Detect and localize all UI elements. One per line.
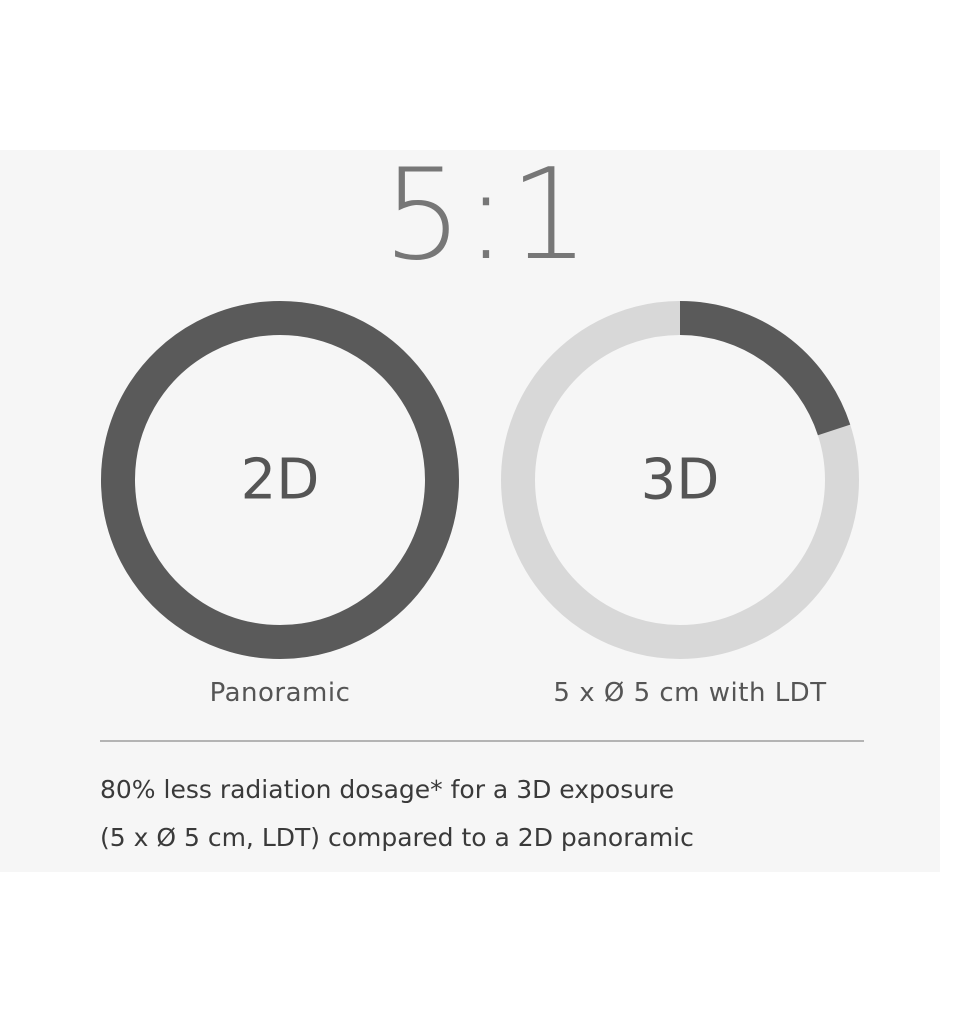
footnote-line-1: 80% less radiation dosage* for a 3D expo…: [100, 775, 675, 804]
donut-3d: 3D: [501, 301, 859, 659]
infographic-panel: [0, 150, 940, 872]
donut-2d-arc: [101, 301, 459, 659]
footnote: 80% less radiation dosage* for a 3D expo…: [100, 766, 900, 862]
ratio-heading: 5:1: [382, 141, 592, 288]
footnote-line-2: (5 x Ø 5 cm, LDT) compared to a 2D panor…: [100, 823, 694, 852]
donut-3d-arc: [679, 301, 851, 436]
donut-3d-caption: 5 x Ø 5 cm with LDT: [553, 678, 827, 708]
donut-3d-label: 3D: [641, 448, 720, 513]
donut-2d-label: 2D: [241, 448, 320, 513]
donut-2d-caption: Panoramic: [209, 678, 351, 708]
donut-2d: 2D: [101, 301, 459, 659]
divider: [100, 740, 864, 742]
